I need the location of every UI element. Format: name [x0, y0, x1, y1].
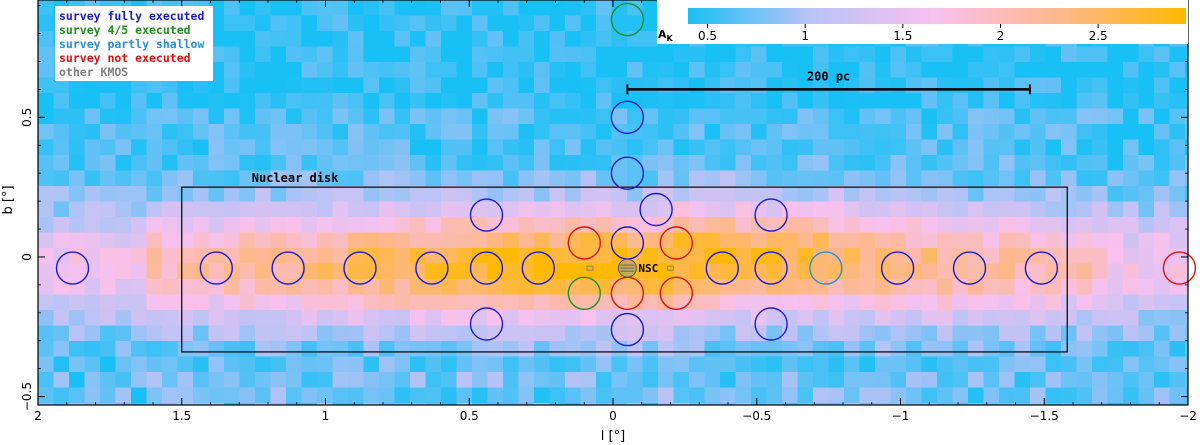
colorbar-tick-label: 2 [997, 29, 1005, 43]
legend-item: survey fully executed [59, 9, 204, 23]
field-circle-survey-fully-executed [610, 156, 645, 190]
scale-bar: 200 pc [626, 69, 1031, 95]
field-circle-survey-fully-executed [610, 312, 645, 347]
field-circle-survey-fully-executed [952, 251, 987, 285]
nsc-label: NSC [638, 262, 658, 275]
colorbar-label: AK [658, 28, 674, 43]
kmos-fields [55, 2, 1197, 347]
colorbar-tick-label: 1.5 [893, 29, 912, 43]
field-circle-survey-fully-executed [199, 251, 234, 285]
x-axis-label: l [°] [601, 429, 625, 444]
x-axis: 2 1.5 1 0.5 0 −0.5 −1 −1.5 −2 [34, 0, 1197, 423]
field-circle-survey-fully-executed [610, 100, 645, 135]
field-circle-survey-fully-executed [1024, 251, 1059, 285]
x-tick-label: 0 [609, 409, 617, 423]
legend-item: survey 4/5 executed [59, 23, 191, 37]
colorbar: AK 0.5 1 1.5 2 2.5 [657, 0, 1188, 44]
field-circle-survey-fully-executed [415, 251, 449, 285]
x-tick-label: 0.5 [460, 409, 479, 423]
field-circle-survey-fully-executed [880, 251, 915, 285]
field-circle-survey-4-5-executed [610, 2, 645, 37]
legend-item: survey not executed [59, 51, 191, 65]
field-circle-survey-4-5-executed [567, 276, 601, 310]
field-circle-survey-fully-executed [754, 307, 788, 341]
colorbar-gradient [688, 8, 1186, 24]
x-tick-label: −1 [892, 409, 910, 423]
nuclear-disk-outline [181, 186, 1068, 353]
y-tick-label: 0.5 [20, 108, 34, 127]
other-kmos-marker [586, 265, 594, 271]
field-circle-survey-fully-executed [754, 251, 788, 285]
x-tick-label: 2 [34, 409, 42, 423]
field-circle-survey-fully-executed [705, 251, 739, 285]
field-circle-survey-fully-executed [521, 251, 555, 285]
field-circle-survey-not-executed [659, 276, 693, 310]
colorbar-tick-label: 1 [801, 29, 809, 43]
colorbar-tick-label: 0.5 [698, 29, 717, 43]
x-tick-label: −1.5 [1030, 409, 1059, 423]
field-circle-survey-partly-shallow [809, 251, 843, 285]
x-tick-label: 1.5 [172, 409, 191, 423]
y-axis: 0.5 0 −0.5 [20, 5, 1188, 411]
x-tick-label: −2 [1179, 409, 1197, 423]
y-axis-label: b [°] [1, 185, 16, 214]
scale-bar-label: 200 pc [807, 69, 850, 83]
legend-box [55, 6, 213, 81]
field-circle-survey-fully-executed [754, 198, 788, 232]
field-circle-survey-fully-executed [469, 251, 504, 285]
legend-item: other KMOS [59, 65, 128, 79]
other-kmos-marker [667, 265, 674, 271]
y-tick-label: 0 [20, 253, 34, 261]
field-circle-survey-fully-executed [469, 198, 504, 232]
field-circle-survey-not-executed [567, 226, 601, 260]
colorbar-tick-label: 2.5 [1089, 29, 1108, 43]
x-tick-label: −0.5 [742, 409, 771, 423]
x-tick-label: 1 [322, 409, 330, 423]
field-circle-survey-not-executed [659, 226, 693, 260]
nuclear-disk-label: Nuclear disk [252, 171, 339, 185]
y-tick-label: −0.5 [20, 382, 34, 411]
field-circle-survey-fully-executed [469, 307, 504, 341]
field-circle-survey-fully-executed [343, 251, 377, 285]
field-circle-survey-fully-executed [271, 251, 305, 285]
field-circle-survey-not-executed [1162, 251, 1197, 285]
field-circle-survey-fully-executed [639, 192, 673, 227]
legend-item: survey partly shallow [59, 37, 204, 51]
field-circle-survey-fully-executed [55, 251, 90, 285]
